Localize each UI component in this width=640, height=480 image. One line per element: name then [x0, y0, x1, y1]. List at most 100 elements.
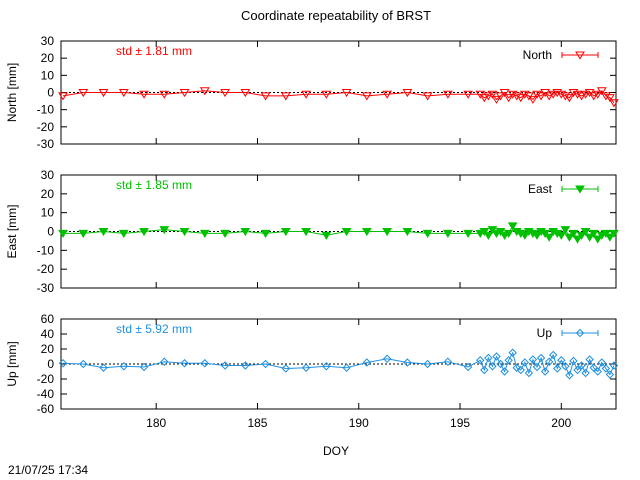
panel-east-ylabel: East [mm] [5, 204, 19, 258]
panel-up-point-26 [496, 359, 505, 369]
panel-north-ytick-label-0: -30 [37, 137, 55, 151]
panel-north-legend-marker [575, 51, 585, 60]
panel-north-point-36 [536, 92, 546, 101]
panel-north-point-18 [422, 92, 433, 101]
panel-up-point-52 [601, 364, 611, 373]
panel-up-point-7 [200, 359, 210, 368]
panel-north-point-2 [98, 89, 109, 98]
panel-north-ytick-label-3: 0 [47, 86, 54, 100]
panel-east-ytick-label-1: -20 [37, 262, 55, 276]
panel-north-point-45 [572, 90, 583, 99]
panel-north-point-29 [507, 90, 518, 99]
panel-east-ytick-label-3: 0 [47, 225, 54, 239]
panel-up-point-46 [577, 361, 586, 370]
panel-north-point-30 [511, 92, 522, 101]
panel-east-point-47 [580, 228, 591, 237]
panel-up-ytick-label-4: 20 [41, 342, 55, 356]
panel-up-legend-marker [575, 328, 585, 338]
panel-up-point-32 [520, 358, 530, 367]
panel-up-point-41 [557, 356, 566, 365]
panel-up-point-2 [99, 363, 108, 372]
panel-north-std-label: std ± 1.81 mm [116, 44, 192, 58]
panel-east-point-42 [560, 226, 571, 235]
panel-up-point-43 [565, 371, 574, 380]
panel-east-point-13 [321, 231, 332, 240]
panel-east-point-14 [341, 228, 352, 237]
panel-up-ytick-label-1: -40 [37, 387, 55, 401]
panel-north-point-16 [382, 90, 393, 99]
panel-east-point-2 [98, 228, 109, 237]
panel-north-ytick-label-6: 30 [41, 34, 55, 48]
panel-east-point-53 [605, 233, 615, 242]
panel-up-point-45 [573, 365, 582, 375]
panel-east-point-41 [556, 231, 567, 240]
x-tick-label-3: 195 [450, 416, 470, 430]
panel-up-point-50 [593, 367, 602, 376]
panel-up-point-44 [569, 356, 578, 366]
panel-east-ytick-label-5: 20 [41, 187, 55, 201]
panel-north-point-43 [564, 94, 575, 103]
panel-east-point-32 [519, 231, 530, 240]
panel-east-point-28 [503, 229, 514, 238]
timestamp: 21/07/25 17:34 [8, 463, 88, 477]
panel-north-point-25 [491, 95, 502, 104]
panel-north-ytick-label-4: 10 [41, 68, 55, 82]
panel-north-point-54 [609, 99, 619, 108]
panel-up-point-25 [492, 352, 501, 361]
panel-up-point-22 [480, 365, 489, 375]
panel-north-point-24 [487, 90, 498, 99]
panel-up-ytick-label-6: 60 [41, 312, 55, 326]
panel-east-point-15 [361, 228, 372, 237]
panel-north-point-50 [592, 90, 603, 99]
panel-up-std-label: std ± 5.92 mm [116, 322, 192, 336]
panel-north-point-6 [179, 89, 190, 98]
panel-east-point-35 [532, 231, 542, 240]
panel-north-point-7 [199, 87, 210, 96]
panel-up-point-19 [443, 357, 453, 366]
panel-up-point-13 [322, 362, 331, 371]
panel-east-point-0 [58, 229, 68, 238]
panel-up-point-27 [500, 367, 509, 376]
panel-north-point-38 [544, 92, 555, 101]
panel-east-ytick-label-0: -30 [37, 281, 55, 295]
panel-up-point-5 [160, 357, 169, 366]
panel-up-ytick-label-0: -60 [37, 402, 55, 416]
x-tick-label-4: 200 [551, 416, 571, 430]
panel-east-point-17 [402, 228, 413, 237]
panel-up-point-30 [512, 363, 521, 372]
panel-north-ytick-label-1: -20 [37, 120, 55, 134]
panel-north-point-46 [576, 92, 587, 101]
panel-up-point-6 [180, 359, 189, 368]
panel-north-ylabel: North [mm] [5, 63, 19, 122]
chart-title: Coordinate repeatability of BRST [241, 8, 431, 23]
panel-up-point-54 [609, 361, 619, 370]
panel-up-point-3 [119, 362, 128, 371]
panel-up-ylabel: Up [mm] [5, 341, 19, 386]
panel-east-point-23 [483, 231, 494, 240]
panel-up-point-12 [301, 363, 311, 372]
panel-up-point-48 [585, 355, 594, 364]
panel-up-point-14 [342, 363, 351, 372]
x-tick-label-2: 190 [349, 416, 369, 430]
panel-up-point-31 [516, 365, 526, 375]
panel-up-point-40 [553, 364, 562, 373]
panel-up-point-10 [261, 359, 270, 369]
panel-north-point-35 [532, 90, 542, 99]
panel-north-point-20 [463, 90, 474, 99]
panel-up-point-42 [561, 362, 570, 371]
panel-up-legend-label: Up [537, 326, 553, 340]
x-tick-label-0: 180 [146, 416, 166, 430]
panel-up-point-9 [241, 361, 250, 370]
panel-north-point-28 [503, 94, 514, 103]
panel-up-ytick-label-3: 0 [47, 357, 54, 371]
panel-north-point-31 [515, 94, 526, 103]
panel-east-point-9 [240, 228, 251, 237]
panel-east-point-48 [584, 233, 595, 242]
panel-east-ytick-label-2: -10 [37, 243, 55, 257]
panels-group: -30 -20 -10 0 10 20 30 North [mm] std ± 1.81 mm N… [5, 34, 619, 430]
panel-up-point-23 [484, 353, 493, 363]
panel-up-point-0 [58, 359, 68, 368]
panel-north-point-11 [280, 92, 291, 101]
panel-up-point-39 [549, 350, 558, 360]
